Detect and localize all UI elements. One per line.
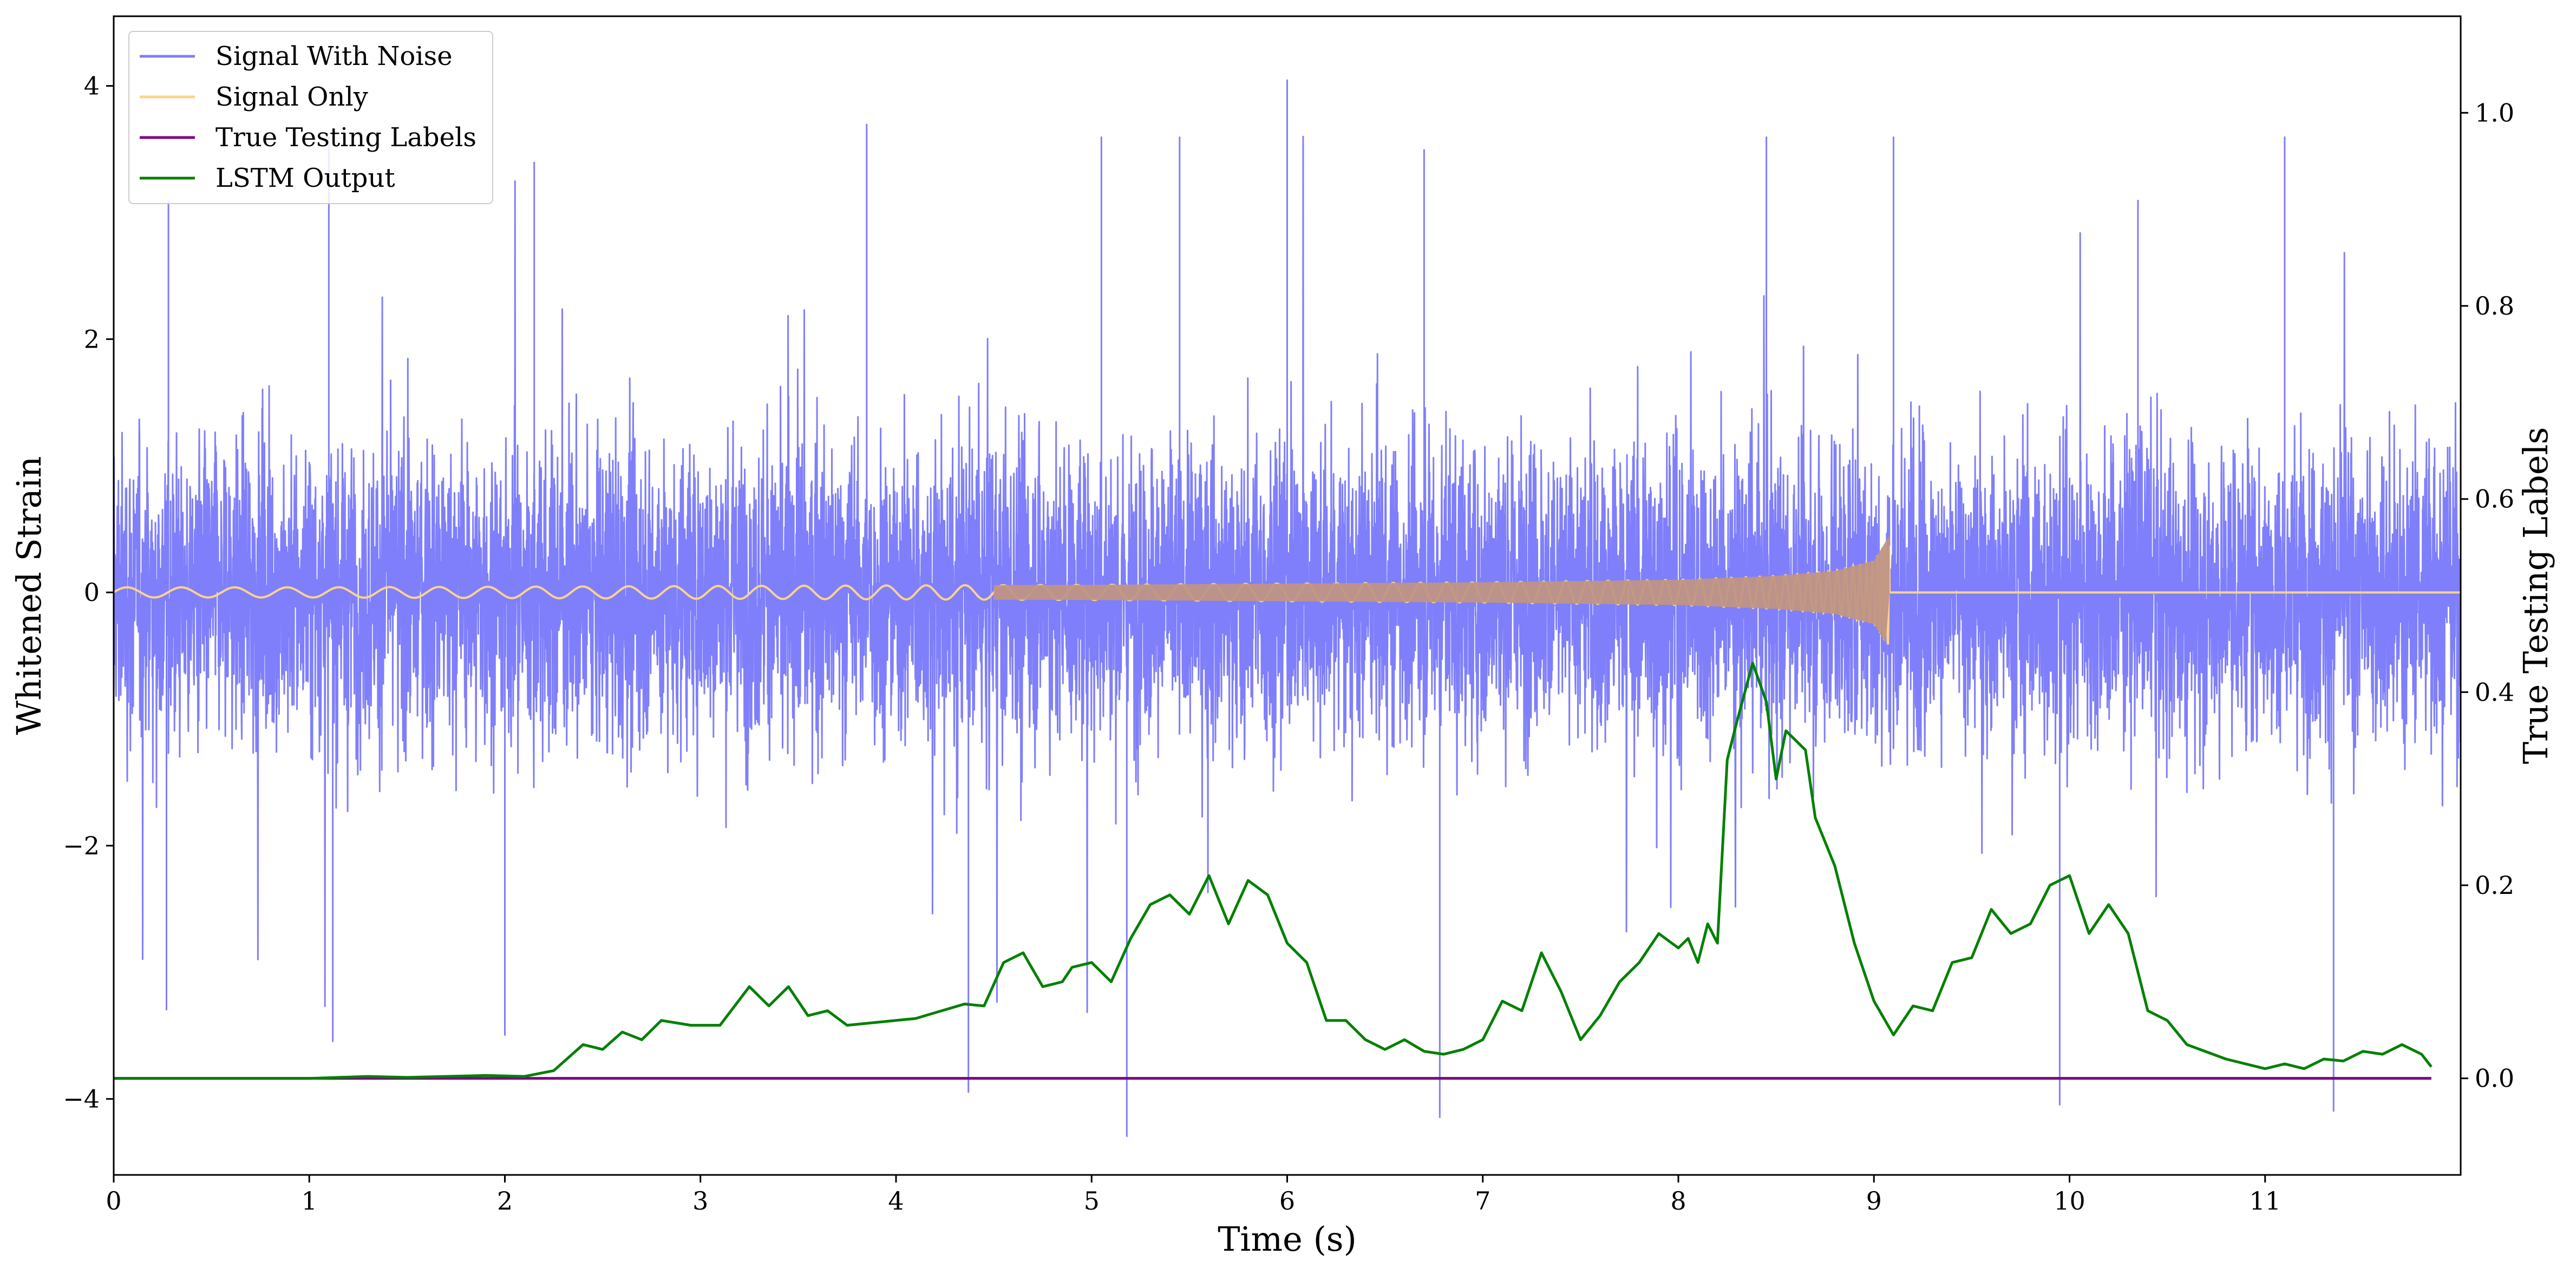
y-tick-label: 4 — [84, 71, 100, 101]
x-axis: 0 1 2 3 4 5 6 7 8 9 10 11 — [106, 1175, 2281, 1216]
x-tick-label: 2 — [497, 1186, 513, 1216]
y2-tick-label: 0.8 — [2475, 291, 2514, 321]
x-axis-label: Time (s) — [1218, 1219, 1357, 1259]
y-tick-label: −4 — [63, 1084, 100, 1114]
y-tick-label: −2 — [63, 831, 100, 860]
signal-with-noise-line — [113, 79, 2462, 1137]
y2-tick-label: 1.0 — [2475, 98, 2514, 127]
x-tick-label: 1 — [302, 1186, 317, 1216]
legend: Signal With Noise Signal Only True Testing… — [128, 31, 493, 204]
legend-label: True Testing Labels — [215, 122, 476, 153]
y2-tick-label: 0.2 — [2475, 871, 2514, 900]
y-tick-label: 0 — [84, 578, 100, 607]
lstm-output-series — [114, 662, 2433, 1080]
legend-label: LSTM Output — [215, 163, 395, 193]
x-tick-label: 5 — [1084, 1186, 1100, 1216]
y-axis-label: Whitened Strain — [9, 456, 49, 735]
legend-box — [128, 31, 493, 204]
x-tick-label: 7 — [1475, 1186, 1490, 1216]
legend-label: Signal Only — [215, 82, 368, 112]
y-axis-left: −4 −2 0 2 4 — [63, 71, 114, 1114]
x-tick-label: 4 — [888, 1186, 904, 1216]
x-tick-label: 6 — [1279, 1186, 1295, 1216]
y2-tick-label: 0.6 — [2475, 485, 2514, 514]
signal-only-envelope — [993, 535, 1890, 649]
y2-axis-label: True Testing Labels — [2516, 427, 2555, 765]
y-tick-label: 2 — [84, 324, 100, 354]
x-tick-label: 9 — [1866, 1186, 1882, 1216]
y-axis-right: 0.0 0.2 0.4 0.6 0.8 1.0 — [2461, 98, 2514, 1093]
legend-label: Signal With Noise — [215, 41, 453, 71]
signal-only-series — [113, 535, 2461, 649]
y2-tick-label: 0.0 — [2475, 1064, 2514, 1093]
signal-with-noise-series — [113, 79, 2462, 1137]
x-tick-label: 3 — [692, 1186, 708, 1216]
lstm-output-line — [114, 662, 2433, 1080]
x-tick-label: 8 — [1670, 1186, 1686, 1216]
x-tick-label: 10 — [2054, 1186, 2085, 1216]
x-tick-label: 0 — [106, 1186, 121, 1216]
x-tick-label: 11 — [2249, 1186, 2281, 1216]
y2-tick-label: 0.4 — [2475, 677, 2514, 707]
